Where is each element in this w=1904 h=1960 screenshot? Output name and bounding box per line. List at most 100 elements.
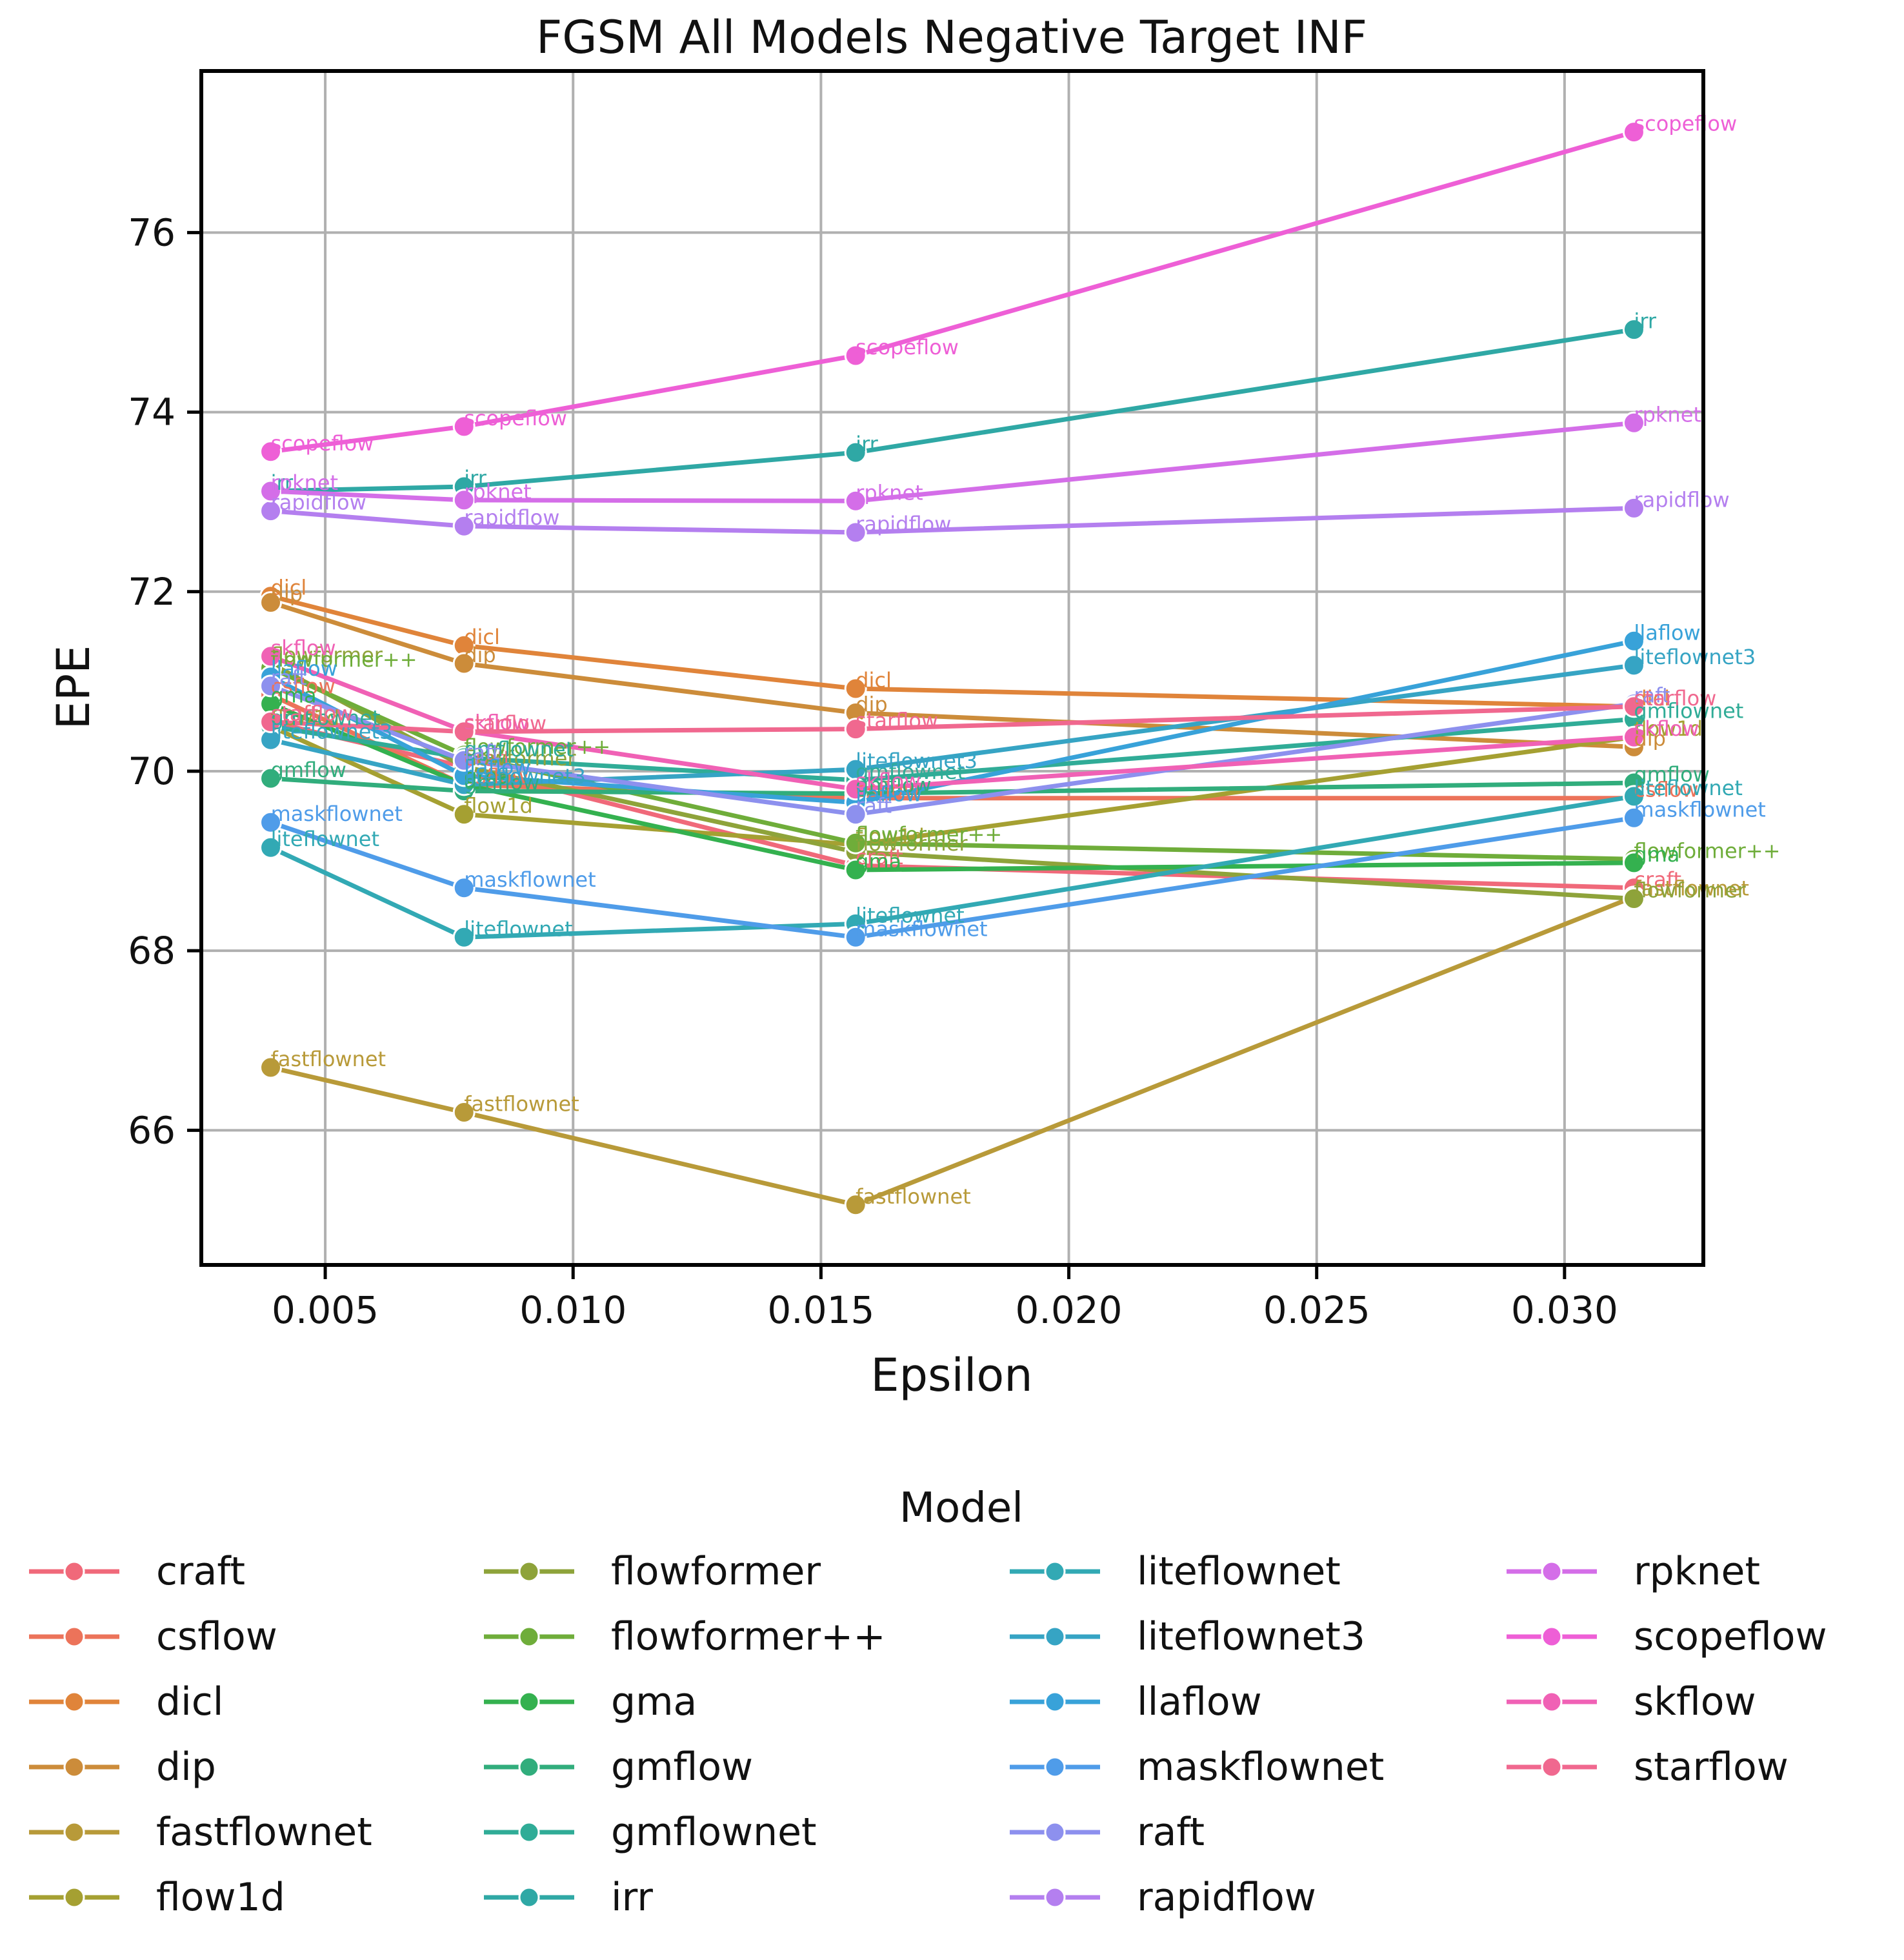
legend-swatch xyxy=(29,1821,119,1843)
point-label: liteflownet xyxy=(464,916,572,941)
point-label: llaflow xyxy=(464,755,530,780)
point-label: gmflownet xyxy=(271,705,381,730)
legend-item-llaflow: llaflow xyxy=(1007,1673,1262,1731)
data-point xyxy=(1622,121,1645,144)
y-tick-label: 68 xyxy=(128,929,175,973)
series-rpknet xyxy=(259,411,1645,512)
data-point xyxy=(1622,411,1645,434)
series-maskflownet xyxy=(259,806,1645,949)
point-label: dip xyxy=(856,692,888,717)
point-label: fastflownet xyxy=(1634,876,1749,901)
legend-swatch xyxy=(1507,1691,1597,1713)
point-label: liteflownet xyxy=(1634,776,1742,800)
data-point xyxy=(452,489,476,512)
point-label: dip xyxy=(464,643,496,667)
series-line xyxy=(270,683,1634,817)
point-label: dip xyxy=(271,581,303,606)
point-label: liteflownet3 xyxy=(464,764,586,789)
legend-swatch xyxy=(484,1821,574,1843)
data-point xyxy=(1622,496,1645,520)
legend-swatch xyxy=(1010,1756,1100,1778)
legend-label: liteflownet xyxy=(1137,1549,1341,1594)
data-point xyxy=(844,925,867,949)
point-label: fastflownet xyxy=(856,1184,971,1209)
point-label: skflow xyxy=(464,710,529,734)
point-label: dip xyxy=(1634,726,1666,751)
data-point xyxy=(452,803,476,826)
point-label: flowformer xyxy=(856,831,968,856)
legend-swatch xyxy=(1010,1626,1100,1648)
series-line xyxy=(270,716,1634,783)
point-label: flow1d xyxy=(856,824,925,849)
point-label: rpknet xyxy=(271,470,339,495)
point-label: irr xyxy=(1634,309,1656,334)
point-label: craft xyxy=(464,746,512,771)
point-label: liteflownet3 xyxy=(271,719,393,743)
point-label: gmflow xyxy=(464,771,539,795)
legend-item-liteflownet: liteflownet xyxy=(1007,1542,1341,1601)
y-tick-label: 72 xyxy=(128,570,175,614)
legend-label: dip xyxy=(156,1744,216,1790)
point-label: irr xyxy=(856,432,878,456)
point-label: gmflownet xyxy=(464,737,574,762)
legend-label: llaflow xyxy=(1137,1679,1262,1724)
point-label: raft xyxy=(856,794,892,818)
legend-item-scopeflow: scopeflow xyxy=(1503,1608,1827,1666)
legend-item-gmflownet: gmflownet xyxy=(481,1803,817,1861)
data-point xyxy=(259,480,283,503)
point-label: maskflownet xyxy=(271,802,403,826)
legend-swatch xyxy=(484,1756,574,1778)
data-point xyxy=(452,415,476,438)
point-label: flowformer xyxy=(1634,878,1746,902)
series-line xyxy=(270,654,1634,792)
data-point xyxy=(1622,654,1645,677)
point-label: gma xyxy=(464,764,510,789)
data-point xyxy=(452,925,476,949)
series-scopeflow xyxy=(259,121,1645,463)
point-label: dicl xyxy=(1634,686,1670,711)
plot-frame xyxy=(199,69,1705,1267)
point-label: llaflow xyxy=(271,656,337,681)
series-starflow xyxy=(259,695,1645,743)
data-point xyxy=(259,440,283,463)
point-label: flow1d xyxy=(271,705,340,730)
legend-item-flowformer++: flowformer++ xyxy=(481,1608,886,1666)
point-label: maskflownet xyxy=(1634,797,1765,822)
data-point xyxy=(259,710,283,733)
data-point xyxy=(452,652,476,675)
series-line xyxy=(270,505,1634,535)
data-point xyxy=(844,344,867,367)
legend-label: skflow xyxy=(1634,1679,1756,1724)
legend-swatch xyxy=(1010,1561,1100,1582)
legend-item-rpknet: rpknet xyxy=(1503,1542,1760,1601)
legend-item-liteflownet3: liteflownet3 xyxy=(1007,1608,1365,1666)
data-point xyxy=(259,674,283,698)
point-label: rpknet xyxy=(464,480,532,504)
legend-label: rapidflow xyxy=(1137,1875,1316,1920)
point-label: csflow xyxy=(856,778,920,802)
point-label: dicl xyxy=(271,576,307,600)
legend-item-dicl: dicl xyxy=(26,1673,223,1731)
data-point xyxy=(844,778,867,801)
point-label: gma xyxy=(856,849,901,874)
x-tick-label: 0.015 xyxy=(767,1288,874,1332)
data-point xyxy=(844,858,867,882)
point-label: flow1d xyxy=(1634,716,1703,741)
point-label: scopeflow xyxy=(856,335,959,359)
point-label: rapidflow xyxy=(464,505,559,530)
point-label: rapidflow xyxy=(1634,487,1729,512)
y-tick-label: 70 xyxy=(128,749,175,793)
series-line xyxy=(270,327,1634,494)
legend-swatch xyxy=(29,1561,119,1582)
data-point xyxy=(1622,318,1645,341)
series-line xyxy=(270,776,1634,796)
point-label: raft xyxy=(271,665,307,690)
legend-label: craft xyxy=(156,1549,246,1594)
point-label: starflow xyxy=(856,709,938,733)
point-label: maskflownet xyxy=(464,867,596,892)
series-irr xyxy=(259,318,1645,503)
point-label: liteflownet3 xyxy=(1634,645,1756,669)
legend-swatch xyxy=(1010,1691,1100,1713)
point-label: fastflownet xyxy=(464,1092,579,1116)
